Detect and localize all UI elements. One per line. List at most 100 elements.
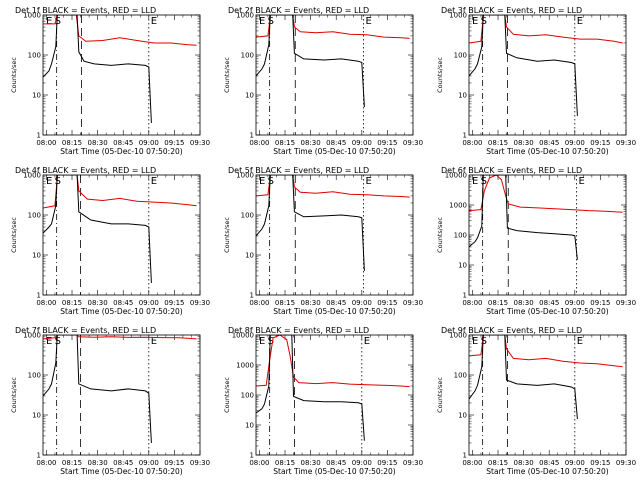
y-axis-label: Counts/sec <box>436 57 444 93</box>
x-tick-label: 08:45 <box>113 139 133 147</box>
x-axis-label: Start Time (05-Dec-10 07:50:20) <box>486 307 608 316</box>
y-tick-label: 100 <box>454 372 467 380</box>
y-axis-label: Counts/sec <box>10 377 18 413</box>
marker-letter: S <box>55 336 61 347</box>
x-tick-label: 09:00 <box>139 139 159 147</box>
marker-letter: E <box>472 16 478 27</box>
y-tick-label: 1000 <box>236 12 254 20</box>
marker-letter: E <box>579 176 585 187</box>
marker-letter: E <box>472 176 478 187</box>
x-tick-label: 08:15 <box>62 139 82 147</box>
x-tick-label: 08:15 <box>488 459 508 467</box>
x-tick-label: 08:45 <box>326 299 346 307</box>
marker-letter: S <box>268 336 274 347</box>
x-axis-label: Start Time (05-Dec-10 07:50:20) <box>273 147 395 156</box>
x-tick-label: 09:30 <box>616 459 636 467</box>
marker-letter: E <box>259 336 265 347</box>
y-axis-label: Counts/sec <box>436 217 444 253</box>
y-axis-label: Counts/sec <box>223 57 231 93</box>
x-tick-label: 09:15 <box>590 299 610 307</box>
x-tick-label: 08:45 <box>113 459 133 467</box>
x-axis-label: Start Time (05-Dec-10 07:50:20) <box>273 467 395 476</box>
marker-letter: E <box>577 336 583 347</box>
y-tick-label: 10 <box>458 92 467 100</box>
marker-letter: S <box>481 16 487 27</box>
x-tick-label: 08:30 <box>301 459 321 467</box>
x-axis-label: Start Time (05-Dec-10 07:50:20) <box>486 467 608 476</box>
x-tick-label: 09:15 <box>164 299 184 307</box>
y-tick-label: 10 <box>32 92 41 100</box>
chart-title: Det 1f BLACK = Events, RED = LLD <box>15 6 156 15</box>
x-tick-label: 08:15 <box>488 139 508 147</box>
x-axis-label: Start Time (05-Dec-10 07:50:20) <box>60 147 182 156</box>
y-tick-label: 1000 <box>236 362 254 370</box>
chart-title: Det 3f BLACK = Events, RED = LLD <box>441 6 582 15</box>
x-tick-label: 09:15 <box>377 299 397 307</box>
lld-series-line <box>469 335 623 368</box>
marker-letter: S <box>268 176 274 187</box>
events-series-line <box>469 15 578 116</box>
plot-frame <box>468 174 627 296</box>
y-axis-label: Counts/sec <box>436 377 444 413</box>
x-tick-label: 08:45 <box>539 299 559 307</box>
chart-panel: Det 8f BLACK = Events, RED = LLD Counts/s… <box>223 326 423 476</box>
x-tick-label: 09:15 <box>590 459 610 467</box>
marker-letter: E <box>364 336 370 347</box>
x-tick-label: 08:45 <box>539 139 559 147</box>
x-tick-label: 08:30 <box>88 139 108 147</box>
x-tick-label: 08:45 <box>539 459 559 467</box>
y-axis-label: Counts/sec <box>10 57 18 93</box>
marker-letter: E <box>46 16 52 27</box>
events-series-line <box>43 175 152 284</box>
x-tick-label: 09:30 <box>190 299 210 307</box>
x-tick-label: 08:30 <box>88 459 108 467</box>
chart-title: Det 6f BLACK = Events, RED = LLD <box>441 166 582 175</box>
x-tick-label: 09:00 <box>565 299 585 307</box>
y-tick-label: 1000 <box>23 172 41 180</box>
marker-letter: E <box>259 16 265 27</box>
events-series-line <box>256 335 365 441</box>
y-tick-label: 1000 <box>449 202 467 210</box>
plot-frame <box>42 14 201 136</box>
marker-letter: E <box>151 16 157 27</box>
chart-panel: Det 5f BLACK = Events, RED = LLD Counts/s… <box>223 166 423 316</box>
y-tick-label: 100 <box>241 52 254 60</box>
chart-panel: Det 9f BLACK = Events, RED = LLD Counts/s… <box>436 326 636 476</box>
x-tick-label: 09:15 <box>164 459 184 467</box>
y-tick-label: 1000 <box>236 172 254 180</box>
marker-letter: E <box>366 176 372 187</box>
chart-title: Det 9f BLACK = Events, RED = LLD <box>441 326 582 335</box>
chart-panel: Det 2f BLACK = Events, RED = LLD Counts/s… <box>223 6 423 156</box>
y-tick-label: 1 <box>463 452 467 460</box>
plot-frame <box>42 334 201 456</box>
y-tick-label: 100 <box>454 52 467 60</box>
y-tick-label: 1 <box>37 452 41 460</box>
lld-series-line <box>469 175 623 213</box>
x-tick-label: 08:00 <box>249 459 269 467</box>
marker-letter: E <box>472 336 478 347</box>
lld-series-line <box>256 15 410 39</box>
x-tick-label: 09:00 <box>139 459 159 467</box>
x-axis-label: Start Time (05-Dec-10 07:50:20) <box>486 147 608 156</box>
y-axis-label: Counts/sec <box>223 377 231 413</box>
events-series-line <box>256 175 365 271</box>
marker-letter: E <box>151 176 157 187</box>
y-tick-label: 100 <box>454 232 467 240</box>
plot-frame <box>468 334 627 456</box>
y-axis-label: Counts/sec <box>223 217 231 253</box>
plot-frame <box>255 334 414 456</box>
marker-letter: S <box>481 336 487 347</box>
plot-frame <box>468 14 627 136</box>
x-tick-label: 08:15 <box>275 299 295 307</box>
y-tick-label: 10 <box>32 412 41 420</box>
y-tick-label: 10 <box>458 262 467 270</box>
x-tick-label: 08:15 <box>275 459 295 467</box>
y-tick-label: 100 <box>28 372 41 380</box>
lld-series-line <box>43 175 197 209</box>
events-series-line <box>469 335 578 419</box>
marker-letter: E <box>46 176 52 187</box>
x-tick-label: 09:30 <box>190 459 210 467</box>
x-axis-label: Start Time (05-Dec-10 07:50:20) <box>273 307 395 316</box>
y-tick-label: 1 <box>37 292 41 300</box>
chart-panel: Det 7f BLACK = Events, RED = LLD Counts/s… <box>10 326 210 476</box>
